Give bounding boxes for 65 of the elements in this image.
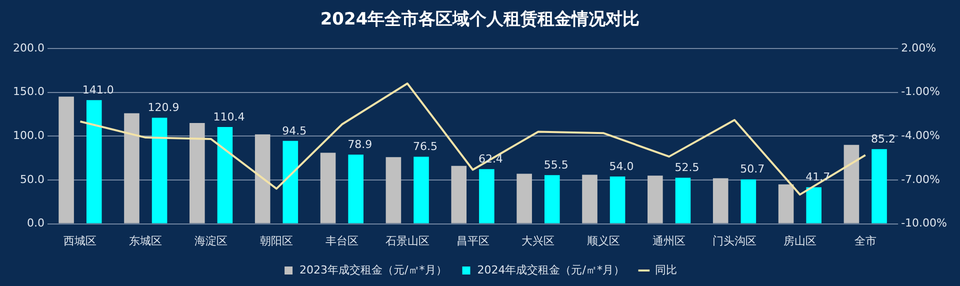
data-label: 76.5: [413, 140, 438, 154]
y-tick-label: 200.0: [12, 41, 44, 54]
data-label: 52.5: [674, 161, 700, 174]
data-label: 50.7: [740, 162, 765, 176]
y-tick-label: 150.0: [12, 85, 44, 98]
bar: [806, 187, 822, 224]
y-tick-label: 50.0: [20, 172, 44, 186]
bar: [282, 140, 298, 224]
bar: [451, 166, 467, 224]
bar: [872, 149, 887, 224]
bar: [544, 175, 560, 224]
bar: [582, 174, 598, 224]
data-label: 54.0: [609, 160, 634, 173]
x-tick-label: 大兴区: [522, 234, 555, 248]
x-tick-label: 西城区: [64, 234, 97, 248]
bar: [217, 126, 233, 224]
bar: [152, 118, 168, 224]
bar: [58, 96, 74, 224]
data-label: 94.5: [282, 124, 307, 138]
bar: [778, 184, 794, 224]
legend-label: 同比: [654, 263, 677, 276]
y2-tick-label: -4.00%: [901, 128, 940, 142]
data-label: 110.4: [213, 110, 245, 124]
bar: [648, 176, 663, 224]
x-tick-label: 房山区: [783, 234, 816, 248]
bar: [348, 154, 364, 224]
x-tick-label: 石景山区: [385, 234, 430, 248]
data-label: 78.9: [348, 138, 372, 151]
y2-tick-label: -10.00%: [901, 216, 948, 230]
data-label: 141.0: [82, 84, 114, 96]
y2-tick-label: -7.00%: [901, 172, 940, 186]
chart-title: 2024年全市各区域个人租赁租金情况对比: [320, 10, 640, 30]
x-tick-label: 通州区: [652, 234, 686, 248]
x-tick-label: 顺义区: [587, 234, 620, 248]
bar: [86, 100, 102, 224]
bar: [844, 144, 860, 224]
x-tick-label: 东城区: [129, 234, 162, 248]
x-tick-label: 海淀区: [194, 234, 228, 248]
x-tick-label: 朝阳区: [260, 234, 293, 248]
data-label: 41.7: [806, 170, 830, 184]
bar: [675, 178, 691, 224]
bar: [414, 156, 429, 224]
data-label: 120.9: [148, 101, 180, 114]
data-label: 55.5: [544, 158, 568, 172]
bar: [479, 169, 494, 224]
bar: [190, 122, 205, 224]
x-tick-label: 昌平区: [456, 234, 490, 248]
y2-tick-label: -1.00%: [901, 85, 940, 98]
x-tick-label: 全市: [854, 234, 876, 248]
bar: [516, 174, 532, 224]
x-tick-label: 丰台区: [325, 234, 358, 248]
legend-label: 2023年成交租金（元/㎡*月）: [300, 263, 447, 276]
bar: [610, 176, 626, 224]
data-label: 85.2: [871, 132, 896, 146]
y-tick-label: 0.0: [26, 216, 44, 230]
bar: [740, 179, 756, 224]
bar: [712, 178, 728, 224]
y-tick-label: 100.0: [12, 128, 44, 142]
bar: [320, 152, 336, 224]
x-tick-label: 门头沟区: [712, 234, 757, 248]
bar: [124, 113, 140, 224]
bar: [254, 134, 270, 224]
y2-tick-label: 2.00%: [901, 41, 936, 54]
legend-label: 2024年成交租金（元/㎡*月）: [477, 263, 624, 276]
bar: [386, 157, 402, 224]
